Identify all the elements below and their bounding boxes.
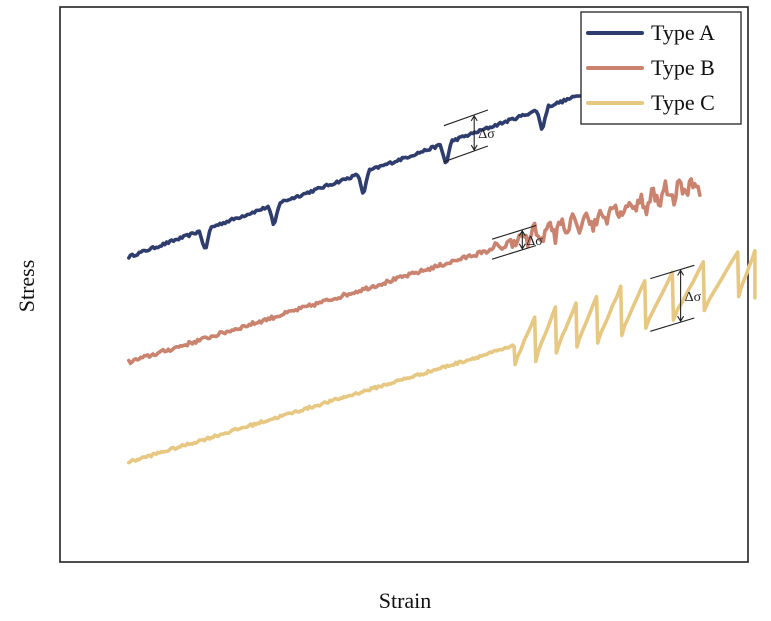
delta-sigma-label: Δσ <box>685 290 702 305</box>
series-line-type-b <box>127 177 702 366</box>
legend: Type A Type B Type C <box>580 11 742 125</box>
legend-label-type-a: Type A <box>651 20 715 45</box>
series-line-type-c <box>127 248 757 465</box>
delta-sigma-label: Δσ <box>526 234 543 249</box>
annotation-layer: Δσ Δσ Δσ <box>443 109 702 332</box>
delta-sigma-arrow <box>470 114 478 152</box>
delta-sigma-annotation-type-c: Δσ <box>650 264 702 332</box>
plot-frame <box>59 6 749 563</box>
delta-sigma-lower-guide <box>491 244 537 260</box>
x-axis-label: Strain <box>379 588 432 613</box>
delta-sigma-arrow <box>677 269 685 323</box>
delta-sigma-upper-guide <box>491 224 537 240</box>
legend-label-type-b: Type B <box>651 55 715 80</box>
legend-label-type-c: Type C <box>651 90 715 115</box>
delta-sigma-upper-guide <box>650 264 695 280</box>
delta-sigma-annotation-type-b: Δσ <box>491 224 543 260</box>
delta-sigma-arrow <box>518 229 526 250</box>
delta-sigma-lower-guide <box>443 145 489 163</box>
delta-sigma-lower-guide <box>650 317 695 332</box>
delta-sigma-label: Δσ <box>478 127 495 142</box>
delta-sigma-upper-guide <box>443 109 489 127</box>
y-axis-label: Stress <box>14 260 39 313</box>
delta-sigma-annotation-type-a: Δσ <box>443 109 495 163</box>
